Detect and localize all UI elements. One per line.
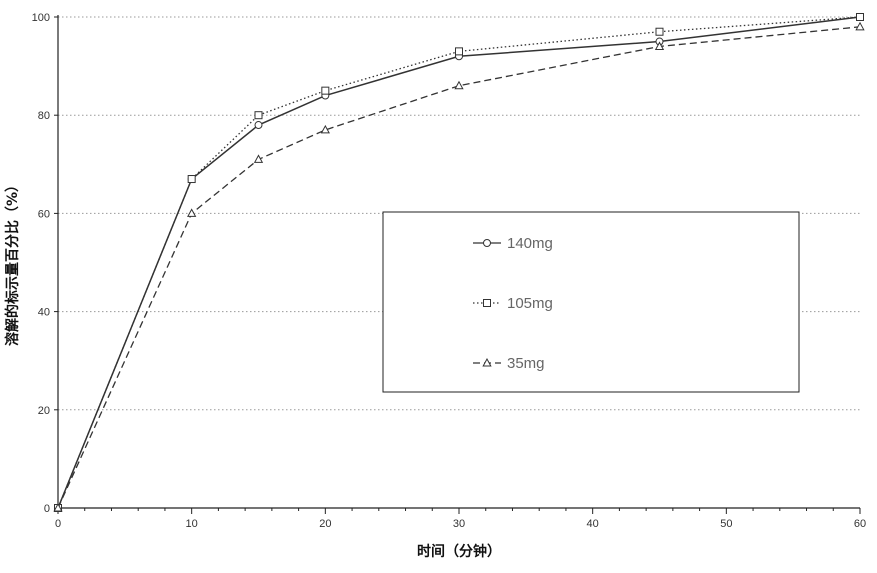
data-point-105mg-30: [455, 47, 463, 56]
x-tick-label-60: 60: [854, 518, 866, 530]
y-axis-title: 溶解的标示量百分比（%）: [4, 178, 21, 346]
legend-box: [382, 211, 800, 393]
axes: [54, 15, 861, 514]
x-tick-labels: 0 10 20 30 40 50 60: [55, 518, 866, 530]
legend-label-105mg: 105mg: [507, 295, 553, 312]
x-tick-label-50: 50: [720, 518, 732, 530]
legend-marker-105mg: [483, 299, 491, 307]
legend-marker-35mg: [482, 357, 492, 367]
y-tick-label-80: 80: [38, 110, 50, 122]
legend: 140mg 105mg 35mg: [382, 211, 800, 393]
data-point-35mg-20: [320, 124, 330, 134]
y-tick-label-60: 60: [38, 208, 50, 220]
data-point-35mg-60: [855, 21, 865, 31]
data-point-140mg-15: [254, 121, 263, 130]
data-point-35mg-30: [454, 80, 464, 90]
x-tick-label-30: 30: [453, 518, 465, 530]
legend-label-35mg: 35mg: [507, 355, 545, 372]
data-point-35mg-15: [253, 154, 264, 163]
y-tick-label-100: 100: [32, 12, 50, 24]
x-axis-title: 时间（分钟）: [417, 543, 501, 560]
data-point-105mg-15: [254, 111, 263, 120]
data-point-35mg-10: [187, 208, 197, 217]
y-tick-labels: 0 20 40 60 80 100: [32, 12, 50, 515]
data-point-105mg-10: [187, 175, 196, 184]
data-point-105mg-20: [321, 86, 330, 95]
y-tick-label-0: 0: [44, 503, 50, 515]
data-point-35mg-45: [654, 41, 665, 50]
y-tick-label-40: 40: [38, 307, 50, 319]
x-tick-label-0: 0: [55, 518, 61, 530]
x-tick-label-40: 40: [587, 518, 599, 530]
legend-label-140mg: 140mg: [507, 235, 553, 252]
legend-marker-140mg: [483, 239, 491, 247]
x-tick-label-10: 10: [186, 518, 198, 530]
data-point-35mg-0: [53, 502, 63, 512]
y-tick-label-20: 20: [38, 405, 50, 417]
data-point-105mg-60: [856, 13, 864, 21]
data-point-105mg-45: [655, 27, 664, 36]
x-tick-label-20: 20: [319, 518, 331, 530]
data-series: [53, 13, 865, 512]
series-35mg: [53, 21, 865, 512]
